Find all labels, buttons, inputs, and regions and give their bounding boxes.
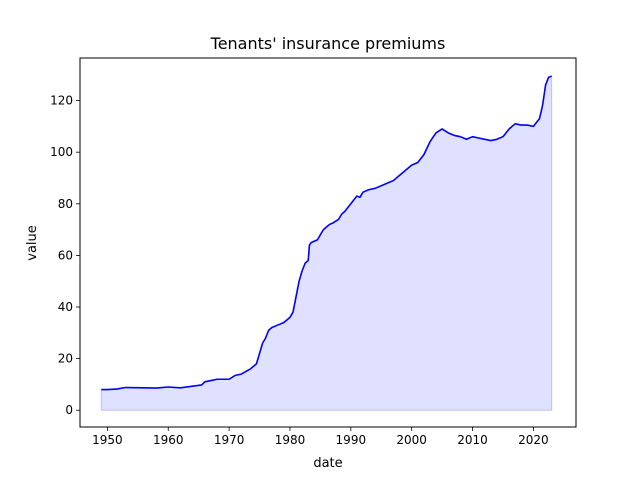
x-tick-label: 1960 <box>153 433 184 447</box>
y-tick-label: 40 <box>58 300 73 314</box>
series-line <box>101 75 552 391</box>
y-tick-label: 80 <box>58 197 73 211</box>
y-tick-label: 120 <box>50 94 73 108</box>
y-tick-label: 60 <box>58 248 73 262</box>
axes-frame <box>79 57 577 428</box>
y-axis: 0 20 40 60 80 100 120 <box>50 94 80 417</box>
x-axis: 1950 1960 1970 1980 1990 2000 2010 2020 <box>92 427 549 447</box>
x-tick-label: 1970 <box>214 433 245 447</box>
x-tick-label: 1980 <box>275 433 306 447</box>
plot-area <box>100 75 553 411</box>
y-tick-label: 20 <box>58 352 73 366</box>
chart-title: Tenants' insurance premiums <box>210 34 446 53</box>
x-tick-label: 1990 <box>336 433 367 447</box>
x-tick-label: 2010 <box>457 433 488 447</box>
y-tick-label: 100 <box>50 145 73 159</box>
y-tick-label: 0 <box>65 403 73 417</box>
x-tick-label: 2020 <box>518 433 549 447</box>
x-tick-label: 2000 <box>396 433 427 447</box>
x-axis-label: date <box>313 456 342 471</box>
y-axis-label: value <box>25 225 40 261</box>
x-tick-label: 1950 <box>92 433 123 447</box>
